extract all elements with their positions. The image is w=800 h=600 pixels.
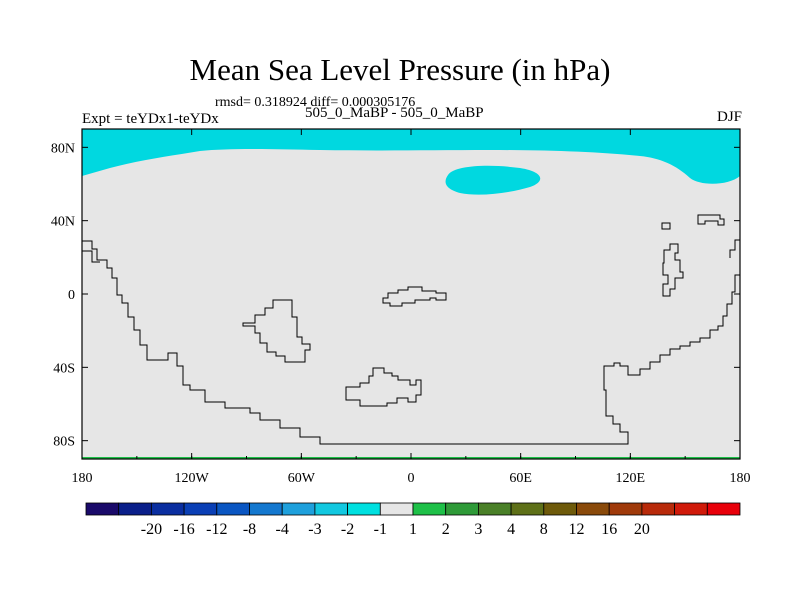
colorbar-swatch	[445, 502, 479, 516]
colorbar-swatch	[543, 502, 577, 516]
colorbar-swatch	[379, 502, 414, 516]
colorbar-swatch	[477, 502, 512, 516]
coast-americas	[82, 239, 741, 445]
colorbar-swatch	[608, 502, 643, 516]
experiment-label: Expt = teYDx1-teYDx	[82, 111, 219, 127]
colorbar-swatch	[150, 502, 185, 516]
lon-tick-label: 180	[730, 471, 751, 486]
rmsd-label: rmsd= 0.318924 diff= 0.000305176	[215, 95, 416, 110]
colorbar-swatch	[118, 502, 152, 516]
colorbar-swatch	[183, 502, 218, 516]
lon-tick-label: 120W	[175, 471, 210, 486]
lat-tick-label: 40S	[53, 361, 75, 376]
colorbar-label: -2	[341, 521, 354, 538]
arctic-negative-region	[82, 129, 740, 184]
colorbar-swatch	[641, 502, 676, 516]
coast-west-edge	[82, 250, 100, 263]
colorbar-label: 12	[569, 521, 585, 538]
lat-tick-label: 80S	[53, 435, 75, 450]
colorbar-label: -16	[173, 521, 194, 538]
map-background	[82, 129, 740, 459]
colorbar-label: 4	[507, 521, 515, 538]
lon-tick-label: 0	[408, 471, 415, 486]
colorbar-swatch	[249, 502, 283, 516]
colorbar-label: -8	[243, 521, 256, 538]
colorbar-swatch	[674, 502, 708, 516]
lat-tick-label: 40N	[51, 215, 75, 230]
lon-tick-label: 180	[72, 471, 93, 486]
plot-title: Mean Sea Level Pressure (in hPa)	[189, 52, 611, 87]
experiment-names: 505_0_MaBP - 505_0_MaBP	[305, 105, 484, 121]
coast-ne-fragment	[697, 214, 725, 226]
colorbar-swatch	[347, 502, 381, 516]
colorbar-label: 1	[409, 521, 417, 538]
coastlines	[82, 214, 741, 445]
lon-tick-label: 60E	[509, 471, 532, 486]
colorbar-label: -4	[276, 521, 289, 538]
coast-africa-like	[242, 299, 311, 363]
colorbar-swatch	[706, 502, 741, 516]
colorbar-swatch	[85, 502, 120, 516]
colorbar-label: 20	[634, 521, 650, 538]
colorbar-label: -12	[206, 521, 227, 538]
lat-tick-label: 0	[68, 288, 75, 303]
colorbar-label: 3	[474, 521, 482, 538]
colorbar-swatch	[314, 502, 348, 516]
negative-blob	[445, 165, 541, 195]
colorbar: -20 -16 -12 -8 -4 -3 -2 -1 1 2 3 4 8 12 16 20	[85, 502, 741, 538]
colorbar-label: 2	[442, 521, 450, 538]
lat-tick-label: 80N	[51, 141, 75, 156]
map-axes: 80N 40N 0 40S 80S 180 120W 60W 0 60E 120E 180	[51, 129, 751, 486]
lon-tick-label: 60W	[288, 471, 316, 486]
lon-tick-label: 120E	[616, 471, 646, 486]
colorbar-label: -20	[141, 521, 162, 538]
colorbar-label: -1	[374, 521, 387, 538]
season-label: DJF	[716, 109, 742, 125]
coast-island-north	[382, 286, 447, 307]
colorbar-label: 16	[601, 521, 617, 538]
colorbar-swatch	[216, 502, 250, 516]
map-panel	[81, 128, 741, 460]
coast-small-square	[661, 222, 671, 230]
colorbar-swatch	[281, 502, 316, 516]
colorbar-label: -3	[308, 521, 321, 538]
colorbar-swatch	[510, 502, 545, 516]
coast-east-islands	[662, 243, 684, 297]
coast-island-south	[345, 367, 422, 407]
colorbar-swatch	[412, 502, 447, 516]
colorbar-swatch	[576, 502, 610, 516]
colorbar-label: 8	[540, 521, 548, 538]
